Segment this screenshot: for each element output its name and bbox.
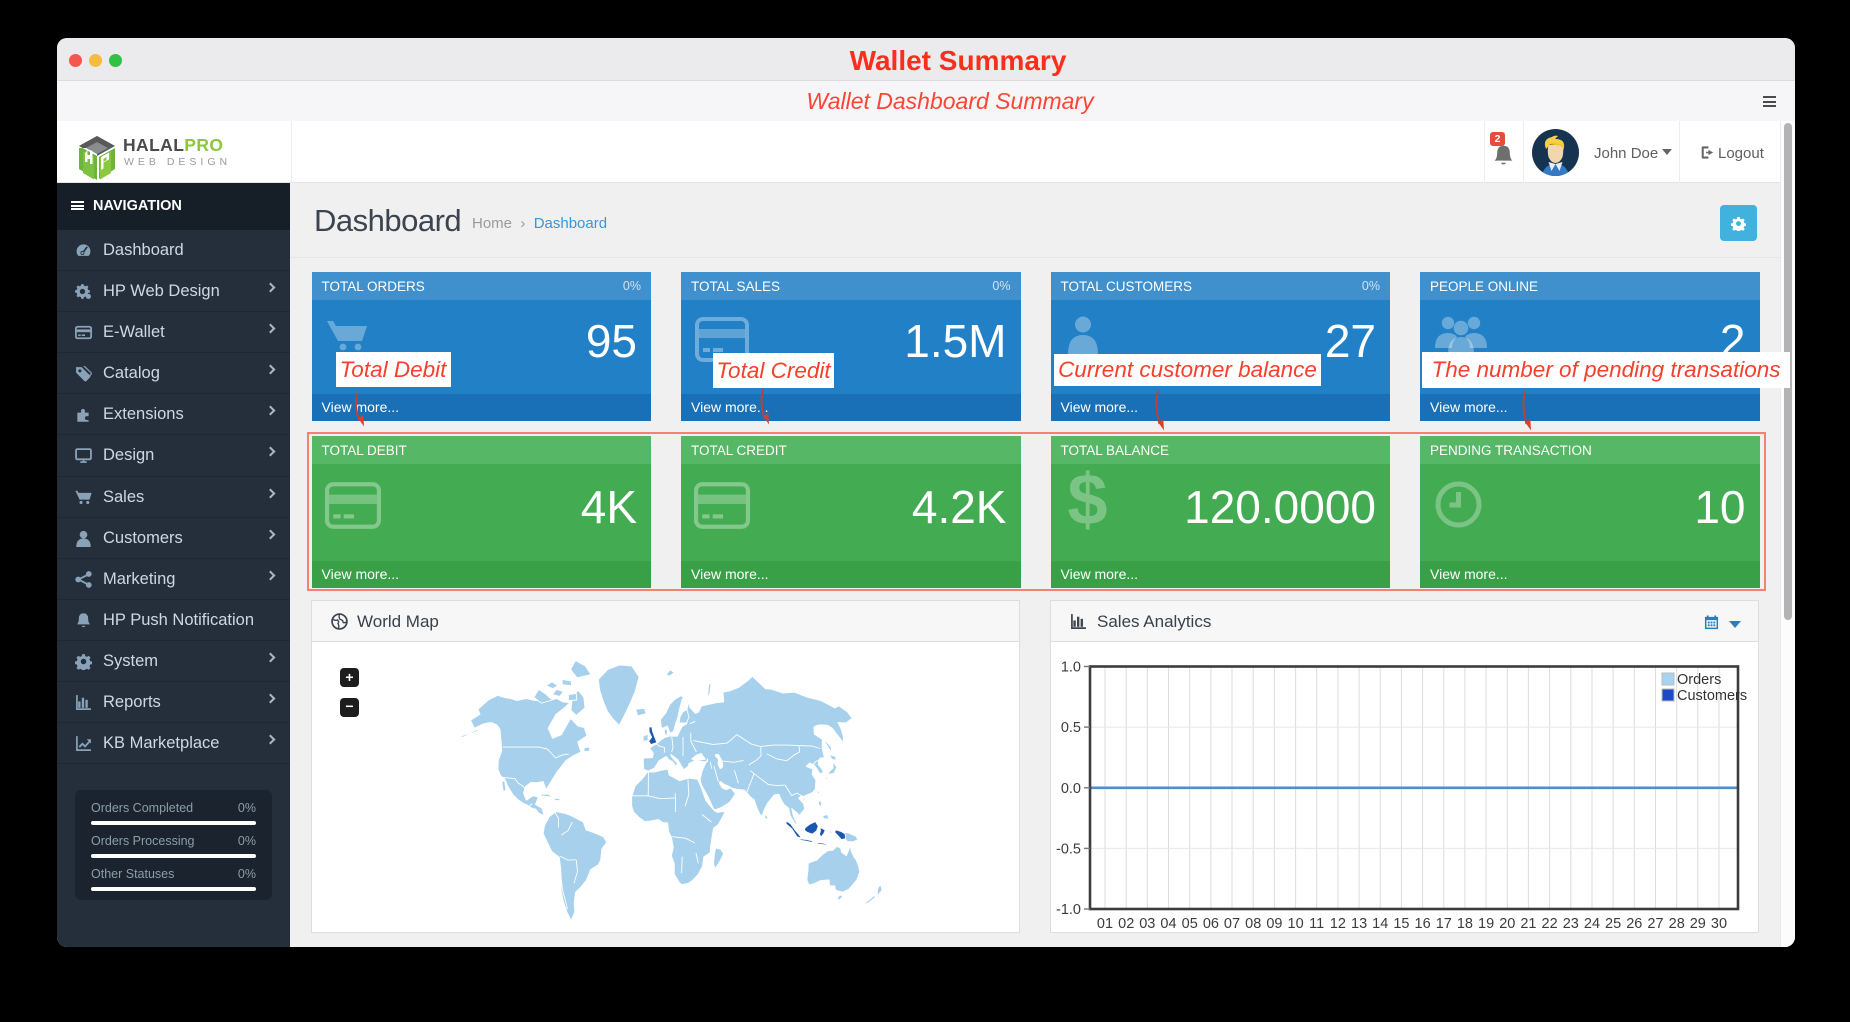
svg-text:14: 14 — [1372, 916, 1388, 932]
svg-text:06: 06 — [1203, 916, 1219, 932]
svg-text:24: 24 — [1584, 916, 1600, 932]
svg-text:04: 04 — [1160, 916, 1176, 932]
svg-text:0.5: 0.5 — [1061, 720, 1081, 736]
svg-text:20: 20 — [1499, 916, 1515, 932]
svg-text:09: 09 — [1266, 916, 1282, 932]
svg-text:29: 29 — [1690, 916, 1706, 932]
svg-text:Orders: Orders — [1677, 672, 1721, 688]
svg-text:26: 26 — [1626, 916, 1642, 932]
svg-text:15: 15 — [1393, 916, 1409, 932]
svg-text:10: 10 — [1288, 916, 1304, 932]
svg-text:07: 07 — [1224, 916, 1240, 932]
svg-text:30: 30 — [1711, 916, 1727, 932]
svg-text:16: 16 — [1415, 916, 1431, 932]
svg-text:02: 02 — [1118, 916, 1134, 932]
svg-text:1.0: 1.0 — [1061, 660, 1081, 676]
svg-text:-0.5: -0.5 — [1056, 841, 1081, 857]
svg-text:13: 13 — [1351, 916, 1367, 932]
svg-text:Customers: Customers — [1677, 688, 1747, 704]
svg-text:08: 08 — [1245, 916, 1261, 932]
svg-text:23: 23 — [1563, 916, 1579, 932]
svg-text:25: 25 — [1605, 916, 1621, 932]
svg-text:0.0: 0.0 — [1061, 781, 1081, 797]
svg-text:19: 19 — [1478, 916, 1494, 932]
svg-text:21: 21 — [1520, 916, 1536, 932]
svg-text:18: 18 — [1457, 916, 1473, 932]
svg-text:01: 01 — [1097, 916, 1113, 932]
svg-text:12: 12 — [1330, 916, 1346, 932]
svg-text:11: 11 — [1309, 916, 1324, 932]
svg-text:22: 22 — [1542, 916, 1558, 932]
svg-text:-1.0: -1.0 — [1056, 902, 1081, 918]
svg-text:28: 28 — [1669, 916, 1685, 932]
svg-text:27: 27 — [1647, 916, 1663, 932]
svg-text:17: 17 — [1436, 916, 1452, 932]
svg-text:05: 05 — [1182, 916, 1198, 932]
svg-text:03: 03 — [1139, 916, 1155, 932]
